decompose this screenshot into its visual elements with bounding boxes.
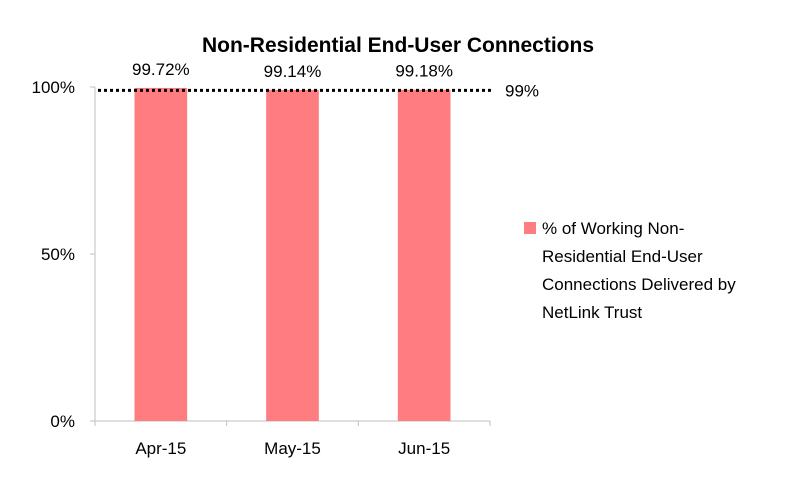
data-label: 99.14% bbox=[264, 62, 322, 81]
bars bbox=[134, 87, 451, 421]
x-tick-label: May-15 bbox=[264, 439, 321, 458]
x-tick-label: Apr-15 bbox=[135, 439, 186, 458]
reference-line-label: 99% bbox=[505, 81, 539, 100]
y-tick-label: 100% bbox=[32, 78, 75, 97]
legend-label: NetLink Trust bbox=[542, 303, 642, 322]
reference-line-group: 99% bbox=[98, 81, 539, 100]
bar bbox=[266, 89, 319, 421]
x-tick-label: Jun-15 bbox=[398, 439, 450, 458]
x-axis: Apr-15 May-15 Jun-15 bbox=[94, 420, 491, 458]
legend-label: % of Working Non- bbox=[542, 219, 684, 238]
legend: % of Working Non- Residential End-User Con… bbox=[524, 219, 736, 322]
bar bbox=[134, 87, 188, 421]
legend-swatch bbox=[524, 222, 536, 234]
data-labels: 99.72% 99.14% 99.18% bbox=[132, 60, 453, 81]
legend-label: Residential End-User bbox=[542, 247, 703, 266]
data-label: 99.72% bbox=[132, 60, 190, 79]
y-axis: 0% 50% 100% bbox=[32, 78, 96, 431]
y-tick-label: 50% bbox=[41, 245, 75, 264]
y-tick-label: 0% bbox=[50, 412, 75, 431]
legend-label: Connections Delivered by bbox=[542, 275, 736, 294]
chart-title: Non-Residential End-User Connections bbox=[202, 34, 594, 57]
bar bbox=[397, 89, 451, 421]
data-label: 99.18% bbox=[395, 62, 453, 81]
